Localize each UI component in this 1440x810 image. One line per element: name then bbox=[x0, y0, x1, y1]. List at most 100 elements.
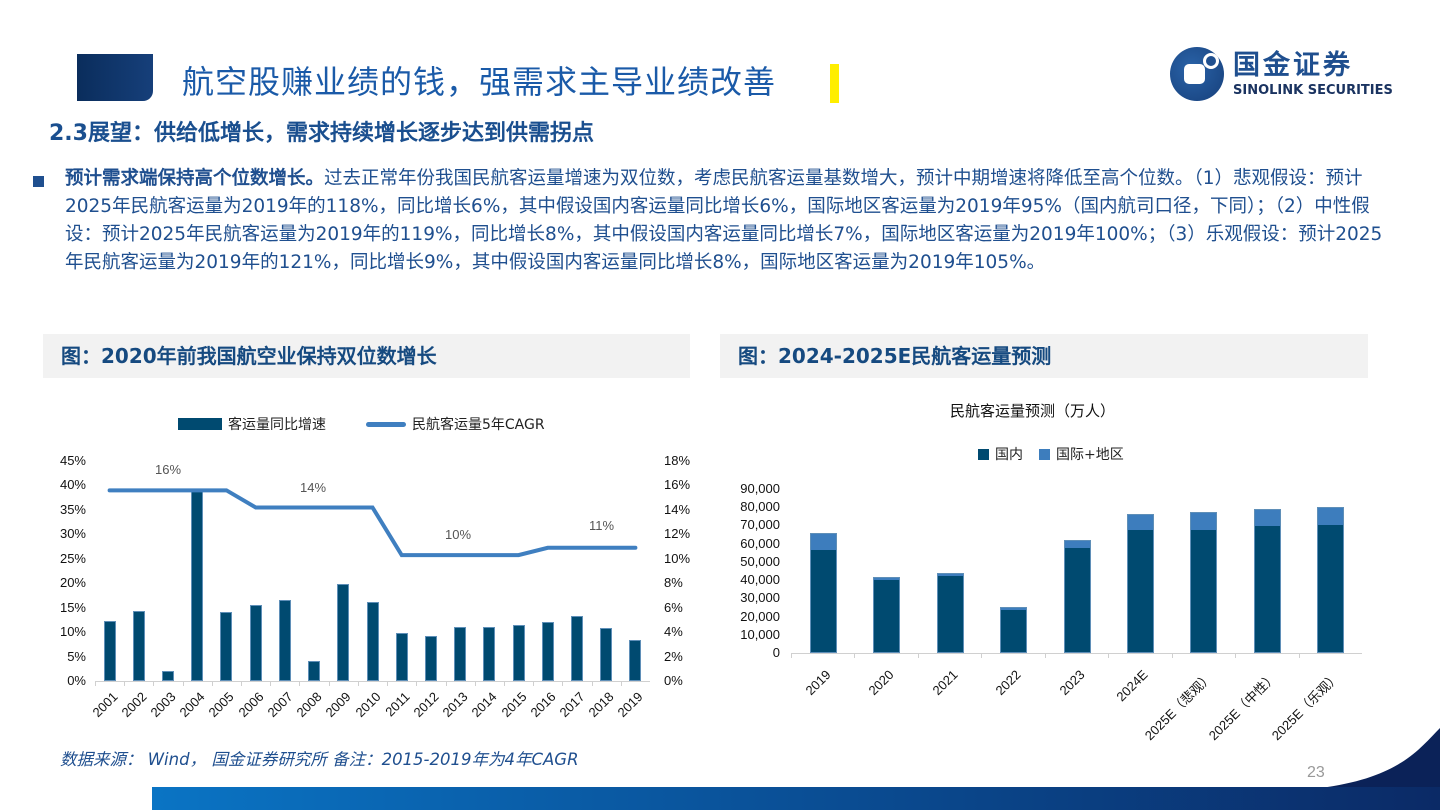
x-tick bbox=[445, 681, 447, 686]
title-highlight-marker bbox=[830, 64, 839, 103]
intl-segment bbox=[874, 577, 900, 580]
x-tick bbox=[241, 681, 243, 686]
right-chart-legend: 国内 国际+地区 bbox=[978, 444, 1124, 464]
x-tick-label: 2015 bbox=[498, 689, 530, 721]
x-tick bbox=[562, 681, 564, 686]
x-tick bbox=[620, 681, 622, 686]
figure-header-right: 图：2024-2025E民航客运量预测 bbox=[720, 334, 1368, 378]
growth-bar bbox=[541, 622, 554, 681]
y-tick-label: 6% bbox=[664, 599, 683, 615]
stacked-bar bbox=[809, 532, 837, 653]
y-tick-label: 10% bbox=[664, 550, 691, 566]
cagr-polyline bbox=[107, 488, 638, 558]
x-tick bbox=[1171, 653, 1173, 658]
y-tick-label: 4% bbox=[664, 624, 683, 640]
legend-line-label: 民航客运量5年CAGR bbox=[412, 417, 545, 433]
figure-header-left: 图：2020年前我国航空业保持双位数增长 bbox=[43, 334, 690, 378]
intl-segment bbox=[1127, 514, 1153, 530]
x-tick bbox=[1298, 653, 1300, 658]
bullet-square-icon bbox=[33, 176, 44, 187]
x-tick bbox=[474, 681, 476, 686]
intl-segment bbox=[1318, 508, 1344, 525]
growth-bar bbox=[191, 490, 204, 681]
y-tick-label: 0% bbox=[67, 673, 86, 688]
x-tick bbox=[357, 681, 359, 686]
right-chart-title: 民航客运量预测（万人） bbox=[950, 402, 1116, 420]
intl-segment bbox=[937, 573, 963, 576]
y-tick-label: 20% bbox=[59, 575, 86, 591]
x-tick bbox=[533, 681, 535, 686]
y-tick-label: 40% bbox=[59, 477, 86, 493]
growth-bar bbox=[454, 627, 467, 681]
y-tick-label: 30,000 bbox=[740, 590, 780, 606]
growth-bar bbox=[308, 660, 321, 681]
intl-segment bbox=[810, 533, 836, 550]
cagr-annotation: 16% bbox=[155, 462, 182, 477]
growth-bar bbox=[395, 633, 408, 681]
x-tick-label: 2009 bbox=[322, 689, 354, 721]
figure-title-left: 图：2020年前我国航空业保持双位数增长 bbox=[61, 344, 437, 368]
logo-english-name: SINOLINK SECURITIES bbox=[1233, 83, 1393, 98]
x-tick-label: 2002 bbox=[118, 689, 150, 721]
y-tick-label: 2% bbox=[664, 648, 683, 664]
page-number: 23 bbox=[1307, 764, 1325, 781]
x-tick bbox=[854, 653, 856, 658]
bullet-body: 过去正常年份我国民航客运量增速为双位数，考虑民航客运量基数增大，预计中期增速将降… bbox=[65, 168, 1383, 273]
x-tick bbox=[270, 681, 272, 686]
x-tick bbox=[591, 681, 593, 686]
stacked-bar bbox=[873, 576, 901, 653]
x-tick-label: 2018 bbox=[585, 689, 617, 721]
title-accent-block bbox=[77, 54, 153, 101]
y-tick-label: 18% bbox=[664, 453, 691, 468]
cagr-annotation: 14% bbox=[300, 480, 327, 495]
x-tick-label: 2017 bbox=[556, 689, 588, 721]
figure-title-right: 图：2024-2025E民航客运量预测 bbox=[738, 344, 1052, 368]
x-tick-label: 2013 bbox=[439, 689, 471, 721]
x-tick-label: 2012 bbox=[410, 689, 442, 721]
legend-bar-label: 客运量同比增速 bbox=[228, 417, 326, 433]
x-axis-line bbox=[791, 653, 1362, 654]
stacked-bar bbox=[1317, 507, 1345, 653]
y-tick-label: 90,000 bbox=[740, 481, 780, 496]
x-tick bbox=[182, 681, 184, 686]
legend-domestic-label: 国内 bbox=[995, 447, 1023, 463]
x-tick-label: 2014 bbox=[468, 689, 500, 721]
stacked-bar bbox=[1126, 513, 1154, 653]
growth-bar bbox=[483, 627, 496, 681]
x-tick-label: 2001 bbox=[89, 689, 121, 721]
growth-bar bbox=[512, 624, 525, 681]
y-tick-label: 45% bbox=[59, 453, 86, 468]
company-logo: 国金证券 SINOLINK SECURITIES bbox=[1170, 47, 1410, 103]
x-tick bbox=[299, 681, 301, 686]
y-tick-label: 35% bbox=[59, 501, 86, 517]
y-tick-label: 15% bbox=[59, 599, 86, 615]
x-tick bbox=[1235, 653, 1237, 658]
intl-segment bbox=[1254, 509, 1280, 527]
legend-line-swatch bbox=[366, 421, 406, 427]
legend-domestic-swatch bbox=[978, 448, 989, 460]
x-tick-label: 2008 bbox=[293, 689, 325, 721]
growth-bar bbox=[337, 584, 350, 681]
intl-segment bbox=[1001, 608, 1027, 610]
y-tick-label: 25% bbox=[59, 550, 86, 566]
y-tick-label: 60,000 bbox=[740, 535, 780, 551]
y-tick-label: 12% bbox=[664, 526, 691, 542]
stacked-bar bbox=[1063, 540, 1091, 653]
y-tick-label: 16% bbox=[664, 477, 691, 493]
x-tick bbox=[95, 681, 96, 686]
stacked-bar bbox=[936, 572, 964, 653]
x-tick-label: 2006 bbox=[235, 689, 267, 721]
y-tick-label: 70,000 bbox=[740, 517, 780, 533]
x-tick-label: 2010 bbox=[352, 689, 384, 721]
y-tick-label: 50,000 bbox=[740, 553, 780, 569]
x-tick bbox=[153, 681, 155, 686]
slide-title: 航空股赚业绩的钱，强需求主导业绩改善 bbox=[182, 63, 777, 101]
growth-bar bbox=[570, 615, 583, 681]
intl-segment bbox=[1064, 541, 1090, 549]
stacked-bar bbox=[1253, 508, 1281, 653]
x-tick-label: 2004 bbox=[176, 689, 208, 721]
growth-bar bbox=[220, 612, 233, 681]
growth-bar bbox=[132, 610, 145, 681]
data-source-note: 数据来源： Wind， 国金证券研究所 备注：2015-2019年为4年CAGR bbox=[60, 750, 579, 769]
y-tick-label: 20,000 bbox=[740, 608, 780, 624]
